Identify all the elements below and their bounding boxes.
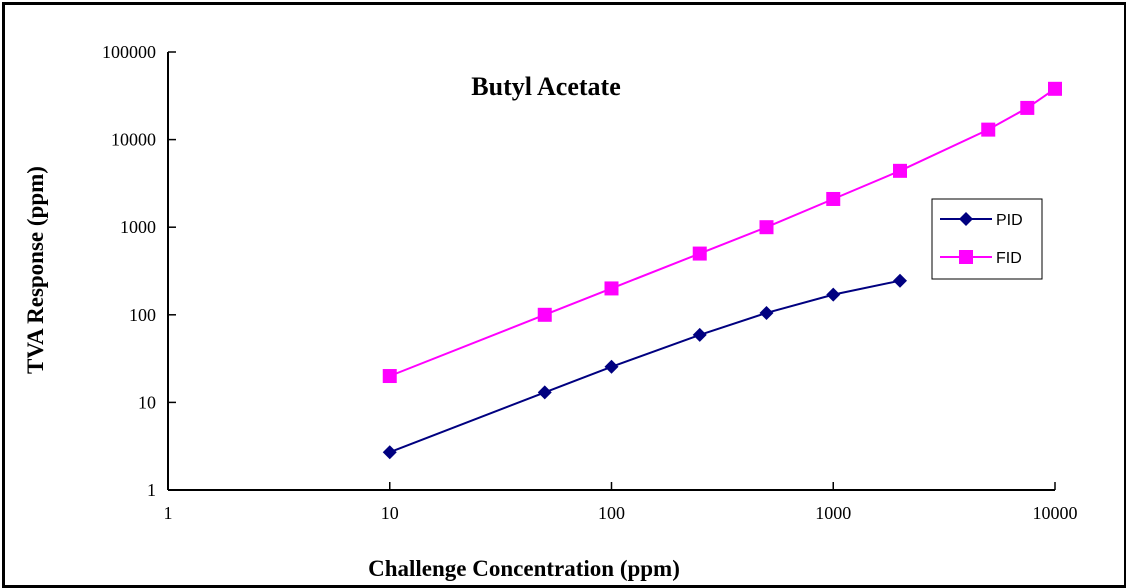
chart-title: Butyl Acetate: [471, 72, 620, 101]
x-tick-label: 10: [381, 503, 399, 523]
data-point-pid: [537, 385, 552, 400]
data-point-pid: [893, 273, 908, 288]
x-tick-label: 10000: [1033, 503, 1078, 523]
data-point-fid: [537, 307, 552, 322]
data-point-fid: [692, 246, 707, 261]
series-line-pid: [389, 279, 901, 454]
y-tick-label: 10000: [111, 130, 156, 150]
series-line-fid: [389, 87, 1056, 377]
data-point-pid: [382, 445, 397, 460]
data-point-pid: [759, 305, 774, 320]
y-tick-label: 1: [147, 480, 156, 500]
series-pid: [382, 273, 908, 460]
legend-label-fid: FID: [996, 250, 1022, 267]
x-tick-label: 100: [598, 503, 625, 523]
legend-label-pid: PID: [996, 212, 1023, 229]
legend-item-fid: FID: [940, 250, 1022, 267]
data-point-fid: [382, 369, 397, 384]
series-fid: [382, 81, 1062, 384]
x-axis-title: Challenge Concentration (ppm): [368, 556, 680, 581]
y-tick-label: 100: [129, 305, 156, 325]
data-point-fid: [893, 163, 908, 178]
data-point-fid: [1048, 81, 1062, 96]
data-point-pid: [826, 287, 841, 302]
x-tick-label: 1000: [815, 503, 851, 523]
data-point-fid: [826, 191, 841, 206]
legend-item-pid: PID: [940, 212, 1023, 229]
legend-box: [931, 198, 1043, 280]
y-tick-label: 100000: [102, 42, 156, 62]
data-point-pid: [604, 359, 619, 374]
data-point-fid: [1020, 100, 1035, 115]
y-axis-title: TVA Response (ppm): [23, 166, 48, 374]
legend-marker-fid: [959, 250, 973, 264]
x-tick-label: 1: [164, 503, 173, 523]
legend-marker-pid: [959, 212, 973, 226]
data-point-pid: [692, 327, 707, 342]
data-point-fid: [981, 122, 996, 137]
legend: PID FID: [931, 198, 1043, 280]
y-tick-label: 10: [138, 392, 156, 412]
y-tick-label: 1000: [120, 217, 156, 237]
series-layer: [382, 81, 1062, 460]
data-point-fid: [604, 281, 619, 296]
data-point-fid: [759, 220, 774, 235]
axes: 1 10 100 1000 10000 100000 1 10 100 1000 10000: [102, 42, 1078, 523]
